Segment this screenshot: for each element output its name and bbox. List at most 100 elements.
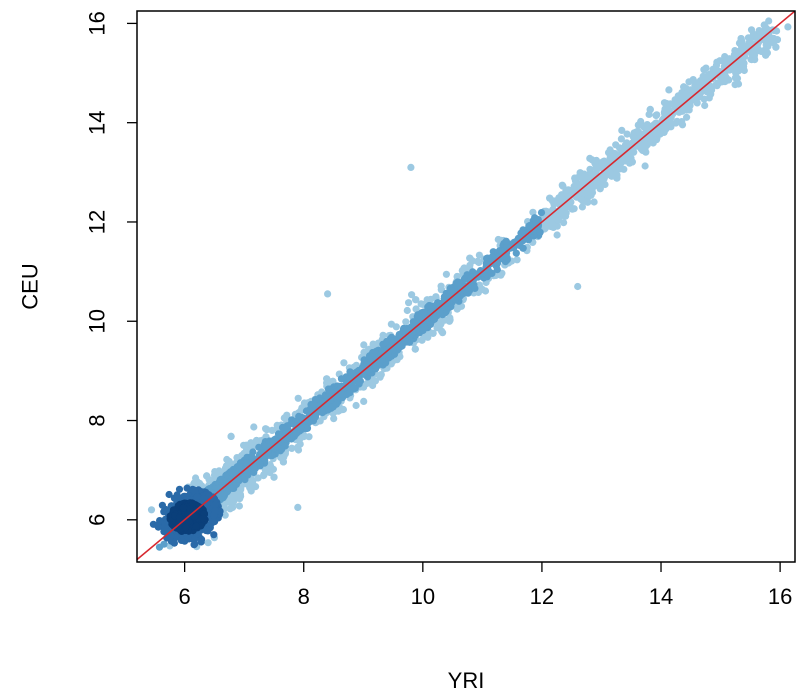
data-point (488, 269, 496, 277)
data-point (571, 174, 579, 182)
data-point (680, 83, 688, 91)
data-point (511, 238, 520, 246)
data-point (167, 532, 175, 540)
data-point (247, 483, 255, 491)
x-tick-label: 10 (411, 584, 435, 609)
data-point (720, 57, 728, 65)
x-tick-label: 14 (649, 584, 673, 609)
data-point (318, 407, 326, 415)
data-point (412, 305, 420, 313)
data-point (395, 331, 403, 339)
data-point (697, 77, 705, 85)
data-point (446, 316, 454, 324)
data-point (279, 458, 287, 466)
data-point (423, 296, 431, 304)
data-point (559, 182, 567, 190)
y-tick-label: 12 (85, 210, 110, 234)
data-point (441, 316, 449, 324)
data-point (191, 486, 199, 494)
points-layer (147, 17, 792, 551)
data-point (147, 506, 156, 514)
data-point (592, 164, 600, 172)
data-point (643, 121, 651, 129)
data-point (369, 349, 377, 357)
data-point (586, 165, 594, 173)
y-axis-label: CEU (18, 263, 43, 309)
data-point (572, 180, 580, 188)
data-point (640, 138, 648, 146)
data-point (165, 490, 173, 499)
data-point (269, 438, 277, 446)
data-point (541, 224, 550, 232)
data-point (460, 264, 468, 272)
data-point (183, 484, 191, 492)
data-point (592, 156, 601, 165)
data-point (563, 203, 571, 211)
data-point (765, 38, 773, 47)
data-point (784, 23, 792, 31)
data-point (502, 237, 510, 245)
data-point (652, 111, 660, 119)
data-point (701, 101, 709, 110)
data-point (294, 394, 302, 402)
data-point (332, 392, 340, 400)
data-point (618, 126, 626, 134)
data-point (712, 61, 721, 69)
data-point (158, 501, 166, 509)
data-point (175, 514, 184, 522)
data-point (221, 511, 229, 519)
data-point (412, 296, 420, 304)
data-point (425, 302, 433, 310)
data-point (418, 336, 426, 344)
data-point (276, 431, 284, 439)
data-point (772, 43, 780, 51)
data-point (629, 132, 637, 140)
data-point (436, 308, 444, 316)
data-point (323, 375, 331, 383)
data-point (429, 329, 437, 337)
data-point (443, 299, 451, 307)
data-point (424, 333, 432, 341)
data-point (674, 100, 682, 108)
data-point (316, 417, 324, 425)
data-point (191, 540, 199, 548)
data-point (641, 162, 649, 170)
x-tick-label: 8 (298, 584, 310, 609)
x-tick-label: 12 (530, 584, 554, 609)
data-point (329, 377, 337, 385)
data-point (739, 63, 747, 71)
data-point (574, 282, 582, 291)
data-point (665, 86, 673, 94)
data-point (228, 484, 236, 492)
data-point (279, 423, 287, 432)
data-point (294, 446, 303, 454)
data-point (195, 479, 204, 487)
data-point (374, 360, 382, 368)
x-axis-label: YRI (448, 668, 485, 693)
data-point (160, 540, 168, 548)
data-point (503, 254, 511, 262)
data-point (161, 523, 169, 531)
data-point (330, 415, 338, 423)
data-point (392, 323, 400, 331)
data-point (488, 253, 496, 261)
data-point (585, 180, 594, 188)
data-point (702, 64, 710, 72)
data-point (340, 359, 348, 367)
data-point (156, 517, 164, 525)
data-point (600, 174, 608, 183)
data-point (176, 525, 184, 534)
data-point (529, 208, 537, 216)
data-point (248, 452, 256, 460)
data-point (590, 198, 598, 206)
data-point (199, 514, 207, 523)
data-point (402, 318, 410, 326)
data-point (536, 228, 544, 236)
data-point (175, 485, 184, 493)
data-point (760, 21, 768, 29)
data-point (665, 117, 674, 125)
x-axis: 6 8 10 12 14 16 (179, 562, 792, 609)
data-point (481, 287, 490, 295)
data-point (405, 299, 413, 307)
data-point (369, 381, 377, 390)
